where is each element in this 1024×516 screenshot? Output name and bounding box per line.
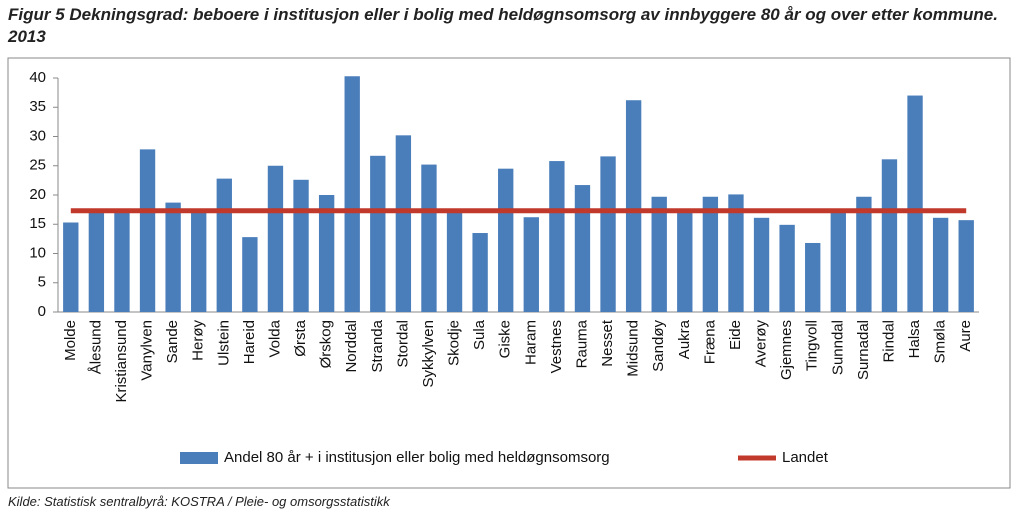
x-tick-label: Aukra [676,319,693,359]
y-tick-label: 35 [29,98,46,115]
y-tick-label: 20 [29,186,46,203]
chart-title: Figur 5 Dekningsgrad: beboere i institus… [8,5,998,46]
x-tick-label: Gjemnes [778,320,795,380]
x-tick-label: Haram [522,320,539,365]
bar [856,196,872,312]
x-tick-label: Vanylven [139,320,156,381]
chart-frame [7,57,1011,489]
bar [216,178,232,312]
y-tick-label: 25 [29,157,46,174]
bar [344,76,360,313]
bar [242,237,258,312]
x-tick-label: Halsa [906,319,923,358]
bar [139,149,156,312]
bar [293,179,309,312]
bar [267,165,284,312]
bar [523,217,539,312]
x-tick-label: Ørsta [292,319,309,356]
x-tick-label: Averøy [753,320,770,368]
bar [549,161,565,312]
bar [318,195,335,312]
bar [702,196,719,312]
x-tick-label: Sula [471,319,488,350]
x-tick-label: Sunndal [829,320,846,375]
bar [446,212,463,312]
y-tick-label: 0 [38,303,46,320]
x-tick-label: Eide [727,320,744,350]
chart: 0 5 10 15 20 25 30 35 40 Molde Ålesund Kristiansund… [7,57,1011,489]
x-tick-label: Sykkylven [420,320,437,388]
bar [830,212,846,312]
legend-label: Landet [782,449,829,466]
x-tick-label: Nesset [599,319,616,367]
x-tick-label: Sandøy [650,320,667,372]
x-tick-label: Smøla [932,319,949,363]
x-tick-label: Kristiansund [113,320,130,403]
x-tick-label: Rauma [573,319,590,368]
x-tick-label: Vestnes [548,320,565,373]
bar [574,185,591,312]
x-tick-label: Midsund [625,320,642,377]
bar [907,95,923,312]
x-tick-label: Ulstein [215,320,232,366]
bar [395,135,412,312]
y-tick-label: 5 [38,274,46,291]
bar [932,217,949,312]
x-tick-label: Sande [164,320,181,363]
bar [728,194,744,312]
x-tick-label: Rindal [880,320,897,363]
bar [421,164,437,312]
y-tick-label: 40 [29,69,46,86]
x-tick-label: Skodje [446,320,463,366]
bar [114,212,130,312]
y-tick-label: 15 [29,215,46,232]
x-tick-label: Volda [266,319,283,357]
bar [958,220,974,312]
bar [651,196,667,312]
bar [805,242,821,312]
x-tick-label: Norddal [343,320,360,373]
bar [600,156,616,312]
bar [625,100,642,312]
x-tick-label: Ålesund [87,320,104,374]
bar [191,212,207,312]
x-tick-label: Aure [957,320,974,352]
bar [370,155,386,312]
x-tick-label: Molde [62,320,79,361]
legend-swatch [180,452,218,464]
x-tick-label: Tingvoll [804,320,821,371]
bar [677,212,693,312]
y-tick-label: 30 [29,127,46,144]
bar [88,212,105,312]
legend-label: Andel 80 år + i institusjon eller bolig … [224,449,610,466]
y-tick-label: 10 [29,244,46,261]
bar [498,168,514,312]
x-tick-label: Surnadal [855,320,872,380]
x-tick-label: Stranda [369,319,386,372]
x-tick-label: Herøy [190,320,207,361]
x-tick-label: Stordal [394,320,411,368]
bar [779,224,795,312]
x-tick-label: Hareid [241,320,258,364]
source-note: Kilde: Statistisk sentralbyrå: KOSTRA / … [8,494,390,509]
bar [472,233,488,312]
x-tick-label: Giske [497,320,514,358]
bar [63,222,79,312]
bar [165,202,181,312]
x-tick-label: Fræna [701,319,718,364]
bar [881,159,898,312]
bar [753,217,770,312]
x-tick-label: Ørskog [318,320,335,368]
